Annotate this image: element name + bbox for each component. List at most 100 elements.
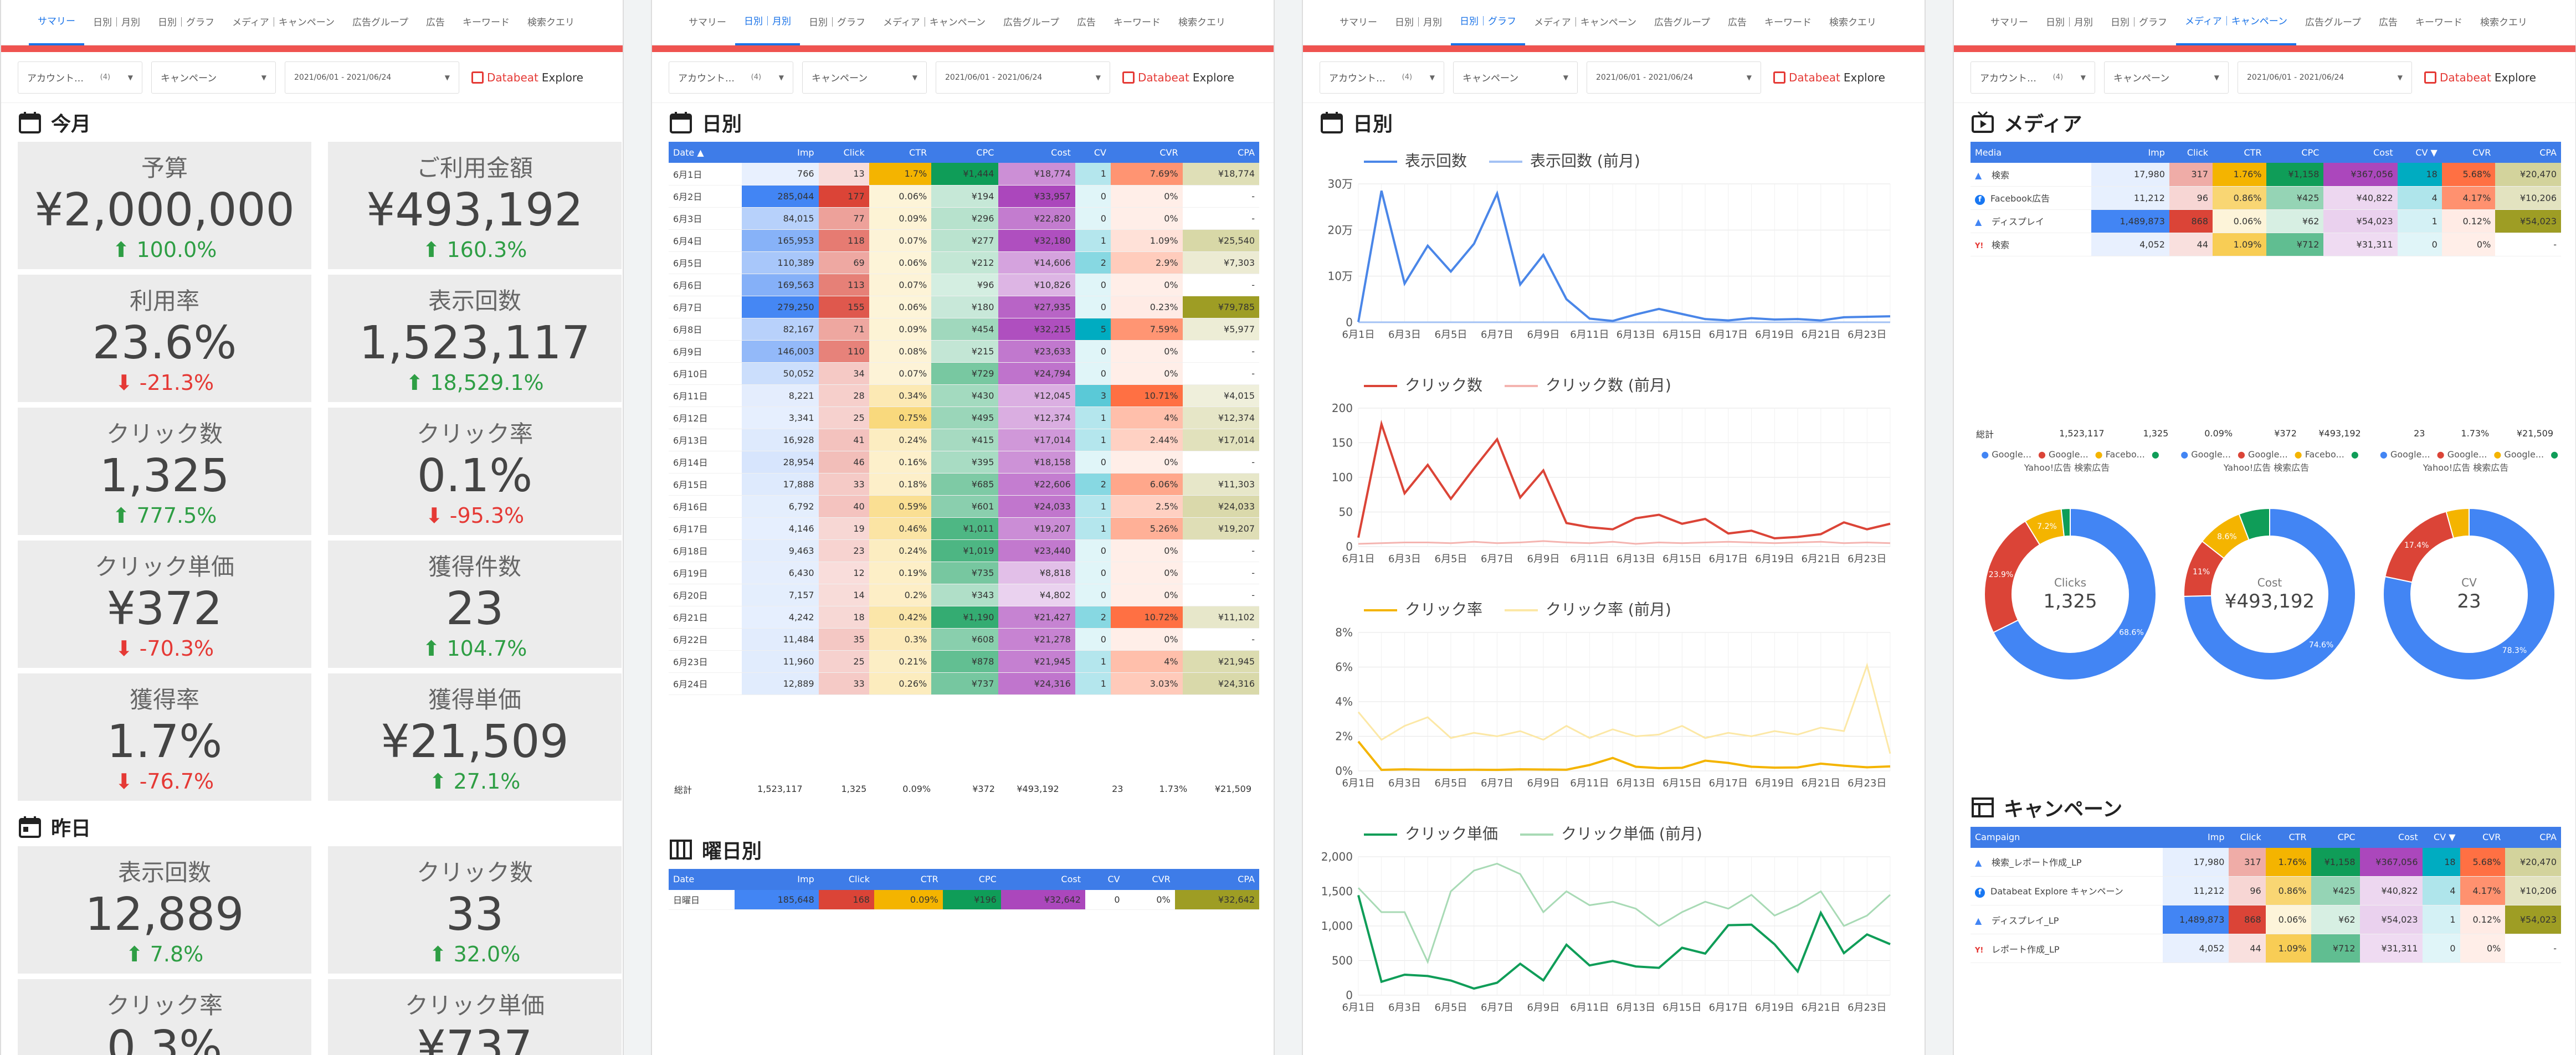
campaign-filter[interactable]: キャンペーン ▼ xyxy=(1453,61,1578,94)
date-range-picker[interactable]: 2021/06/01 - 2021/06/24 ▼ xyxy=(936,61,1110,94)
tab-1[interactable]: 日別｜月別 xyxy=(93,17,140,28)
tab-7[interactable]: 検索クエリ xyxy=(1829,17,1876,28)
tab-4[interactable]: 広告グループ xyxy=(2305,17,2361,28)
tab-4[interactable]: 広告グループ xyxy=(1003,17,1059,28)
column-header[interactable]: CPA xyxy=(1174,868,1259,890)
column-header[interactable]: Click xyxy=(818,868,874,890)
tab-2[interactable]: 日別｜グラフ xyxy=(158,17,214,28)
column-header[interactable]: Date ▲ xyxy=(669,142,742,163)
table-row[interactable]: f Facebook広告 11,212 96 0.86% ¥425 ¥40,822 4 4.17… xyxy=(1971,186,2561,210)
tab-6[interactable]: キーワード xyxy=(1113,17,1161,28)
tab-6[interactable]: キーワード xyxy=(1764,17,1812,28)
column-header[interactable]: CPA xyxy=(2505,826,2561,848)
table-row[interactable]: 6月16日 6,792 40 0.59% ¥601 ¥24,033 1 2.5% ¥24,033 xyxy=(669,495,1259,518)
column-header[interactable]: CV xyxy=(1085,868,1125,890)
tab-2[interactable]: 日別｜グラフ xyxy=(1451,0,1525,45)
date-range-picker[interactable]: 2021/06/01 - 2021/06/24 ▼ xyxy=(1587,61,1761,94)
column-header[interactable]: CPA xyxy=(2495,142,2561,163)
column-header[interactable]: CPC xyxy=(931,142,999,163)
date-range-picker[interactable]: 2021/06/01 - 2021/06/24 ▼ xyxy=(2238,61,2412,94)
table-row[interactable]: Y! 検索 4,052 44 1.09% ¥712 ¥31,311 0 0% - xyxy=(1971,233,2561,256)
tab-5[interactable]: 広告 xyxy=(425,17,445,28)
table-row[interactable]: ▲ ディスプレイ_LP 1,489,873 868 0.06% ¥62 ¥54,023 1 0.… xyxy=(1971,905,2561,934)
column-header[interactable]: CPC xyxy=(2266,142,2324,163)
table-row[interactable]: 6月2日 285,044 177 0.06% ¥194 ¥33,957 0 0% - xyxy=(669,185,1259,208)
column-header[interactable]: CPC xyxy=(2311,826,2360,848)
tab-5[interactable]: 広告 xyxy=(2378,17,2398,28)
table-row[interactable]: 6月19日 6,430 12 0.19% ¥735 ¥8,818 0 0% - xyxy=(669,562,1259,584)
table-row[interactable]: 6月20日 7,157 14 0.2% ¥343 ¥4,802 0 0% - xyxy=(669,584,1259,606)
column-header[interactable]: Date xyxy=(669,868,735,890)
tab-4[interactable]: 広告グループ xyxy=(1654,17,1710,28)
tab-4[interactable]: 広告グループ xyxy=(352,17,408,28)
column-header[interactable]: CTR xyxy=(2213,142,2266,163)
column-header[interactable]: CVR xyxy=(2441,142,2496,163)
tab-2[interactable]: 日別｜グラフ xyxy=(809,17,865,28)
table-row[interactable]: 6月17日 4,146 19 0.46% ¥1,011 ¥19,207 1 5.26% ¥19,… xyxy=(669,517,1259,540)
tab-7[interactable]: 検索クエリ xyxy=(2480,17,2527,28)
column-header[interactable]: Imp xyxy=(2163,826,2229,848)
column-header[interactable]: Cost xyxy=(2323,142,2398,163)
column-header[interactable]: Cost xyxy=(1000,868,1085,890)
account-filter[interactable]: アカウント… (4) ▼ xyxy=(1971,61,2095,94)
tab-6[interactable]: キーワード xyxy=(2415,17,2462,28)
campaign-filter[interactable]: キャンペーン ▼ xyxy=(2104,61,2229,94)
column-header[interactable]: CTR xyxy=(869,142,932,163)
tab-5[interactable]: 広告 xyxy=(1727,17,1747,28)
campaign-filter[interactable]: キャンペーン ▼ xyxy=(802,61,927,94)
table-row[interactable]: ▲ 検索 17,980 317 1.76% ¥1,158 ¥367,056 18 5.68% ¥2… xyxy=(1971,163,2561,187)
table-row[interactable]: 6月22日 11,484 35 0.3% ¥608 ¥21,278 0 0% - xyxy=(669,628,1259,651)
column-header[interactable]: Imp xyxy=(2091,142,2169,163)
table-row[interactable]: 日曜日 185,648 168 0.09% ¥196 ¥32,642 0 0% ¥32,642 xyxy=(669,889,1259,910)
tab-2[interactable]: 日別｜グラフ xyxy=(2111,17,2167,28)
column-header[interactable]: CV ▼ xyxy=(2397,142,2442,163)
column-header[interactable]: Click xyxy=(2229,826,2266,848)
column-header[interactable]: Imp xyxy=(734,868,819,890)
table-row[interactable]: 6月1日 766 13 1.7% ¥1,444 ¥18,774 1 7.69% ¥18,774 xyxy=(669,163,1259,186)
tab-0[interactable]: サマリー xyxy=(1990,17,2028,28)
column-header[interactable]: Cost xyxy=(2359,826,2423,848)
table-row[interactable]: 6月7日 279,250 155 0.06% ¥180 ¥27,935 0 0.23% ¥79,… xyxy=(669,296,1259,318)
campaign-filter[interactable]: キャンペーン ▼ xyxy=(151,61,276,94)
table-row[interactable]: 6月4日 165,953 118 0.07% ¥277 ¥32,180 1 1.09% ¥25,… xyxy=(669,229,1259,252)
tab-3[interactable]: メディア｜キャンペーン xyxy=(883,17,986,28)
column-header[interactable]: CVR xyxy=(1124,868,1175,890)
table-row[interactable]: 6月24日 12,889 33 0.26% ¥737 ¥24,316 1 3.03% ¥24,3… xyxy=(669,672,1259,695)
tab-5[interactable]: 広告 xyxy=(1076,17,1096,28)
column-header[interactable]: CPC xyxy=(942,868,1001,890)
table-row[interactable]: Y! レポート作成_LP 4,052 44 1.09% ¥712 ¥31,311 0 0% - xyxy=(1971,934,2561,963)
tab-7[interactable]: 検索クエリ xyxy=(1178,17,1225,28)
table-row[interactable]: 6月8日 82,167 71 0.09% ¥454 ¥32,215 5 7.59% ¥5,977 xyxy=(669,318,1259,341)
table-row[interactable]: 6月11日 8,221 28 0.34% ¥430 ¥12,045 3 10.71% ¥4,01… xyxy=(669,384,1259,407)
table-row[interactable]: 6月12日 3,341 25 0.75% ¥495 ¥12,374 1 4% ¥12,374 xyxy=(669,406,1259,429)
tab-3[interactable]: メディア｜キャンペーン xyxy=(2176,0,2296,45)
tab-1[interactable]: 日別｜月別 xyxy=(1395,17,1442,28)
date-range-picker[interactable]: 2021/06/01 - 2021/06/24 ▼ xyxy=(285,61,459,94)
table-row[interactable]: 6月3日 84,015 77 0.09% ¥296 ¥22,820 0 0% - xyxy=(669,207,1259,230)
tab-1[interactable]: 日別｜月別 xyxy=(735,0,800,45)
table-row[interactable]: 6月10日 50,052 34 0.07% ¥729 ¥24,794 0 0% - xyxy=(669,362,1259,385)
account-filter[interactable]: アカウント… (4) ▼ xyxy=(669,61,793,94)
tab-3[interactable]: メディア｜キャンペーン xyxy=(232,17,335,28)
tab-0[interactable]: サマリー xyxy=(1340,17,1377,28)
table-row[interactable]: 6月14日 28,954 46 0.16% ¥395 ¥18,158 0 0% - xyxy=(669,451,1259,474)
column-header[interactable]: CTR xyxy=(2265,826,2311,848)
column-header[interactable]: Cost xyxy=(998,142,1075,163)
table-row[interactable]: ▲ ディスプレイ 1,489,873 868 0.06% ¥62 ¥54,023 1 0.12%… xyxy=(1971,209,2561,233)
column-header[interactable]: CV ▼ xyxy=(2422,826,2460,848)
account-filter[interactable]: アカウント… (4) ▼ xyxy=(18,61,142,94)
column-header[interactable]: Click xyxy=(818,142,869,163)
table-row[interactable]: 6月5日 110,389 69 0.06% ¥212 ¥14,606 2 2.9% ¥7,303 xyxy=(669,251,1259,274)
table-row[interactable]: 6月13日 16,928 41 0.24% ¥415 ¥17,014 1 2.44% ¥17,0… xyxy=(669,429,1259,451)
table-row[interactable]: 6月23日 11,960 25 0.21% ¥878 ¥21,945 1 4% ¥21,945 xyxy=(669,650,1259,673)
table-row[interactable]: 6月9日 146,003 110 0.08% ¥215 ¥23,633 0 0% - xyxy=(669,340,1259,363)
column-header[interactable]: CPA xyxy=(1182,142,1259,163)
column-header[interactable]: CV xyxy=(1075,142,1111,163)
column-header[interactable]: Click xyxy=(2169,142,2213,163)
column-header[interactable]: CTR xyxy=(874,868,943,890)
tab-1[interactable]: 日別｜月別 xyxy=(2046,17,2093,28)
table-row[interactable]: 6月6日 169,563 113 0.07% ¥96 ¥10,826 0 0% - xyxy=(669,274,1259,296)
column-header[interactable]: CVR xyxy=(1110,142,1183,163)
tab-6[interactable]: キーワード xyxy=(462,17,510,28)
table-row[interactable]: 6月15日 17,888 33 0.18% ¥685 ¥22,606 2 6.06% ¥11,3… xyxy=(669,473,1259,496)
